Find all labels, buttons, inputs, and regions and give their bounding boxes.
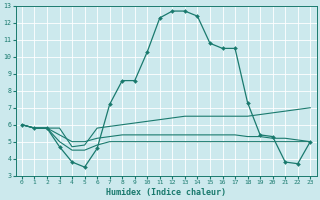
- X-axis label: Humidex (Indice chaleur): Humidex (Indice chaleur): [106, 188, 226, 197]
